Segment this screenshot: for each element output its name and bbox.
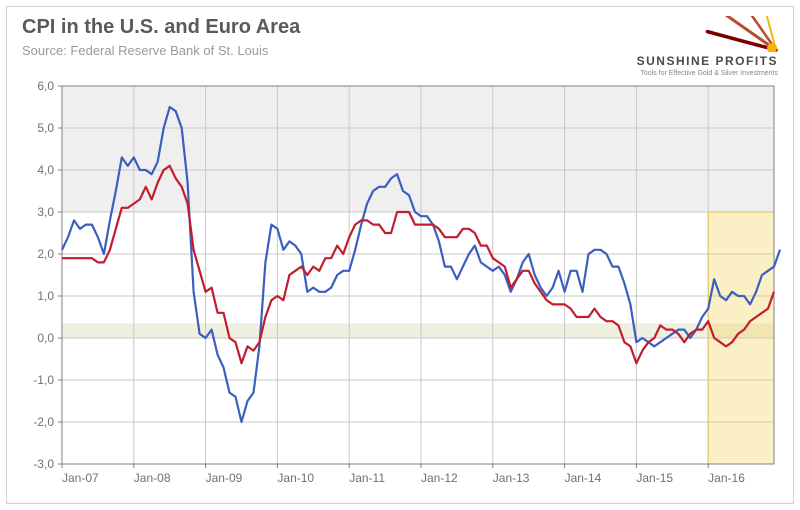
logo: SUNSHINE PROFITS Tools for Effective Gol… (637, 16, 778, 77)
svg-text:Jan-15: Jan-15 (636, 471, 673, 485)
svg-text:Jan-10: Jan-10 (277, 471, 314, 485)
logo-text: SUNSHINE PROFITS (637, 54, 778, 68)
logo-tagline: Tools for Effective Gold & Silver Invest… (640, 70, 778, 77)
chart-area: -3,0 -2,0 -1,0 0,0 1,0 2,0 3,0 4,0 5,0 6,0 Jan-07 J… (18, 80, 782, 492)
svg-text:-3,0: -3,0 (33, 457, 54, 471)
svg-text:Jan-08: Jan-08 (134, 471, 171, 485)
svg-text:2,0: 2,0 (37, 247, 54, 261)
chart-title: CPI in the U.S. and Euro Area (22, 16, 300, 39)
svg-text:-1,0: -1,0 (33, 373, 54, 387)
title-block: CPI in the U.S. and Euro Area Source: Fe… (22, 16, 300, 58)
svg-text:6,0: 6,0 (37, 80, 54, 93)
svg-text:4,0: 4,0 (37, 163, 54, 177)
sun-rays-icon (668, 16, 778, 52)
svg-text:Jan-14: Jan-14 (565, 471, 602, 485)
svg-text:Jan-13: Jan-13 (493, 471, 530, 485)
svg-text:1,0: 1,0 (37, 289, 54, 303)
svg-text:Jan-09: Jan-09 (206, 471, 243, 485)
chart-container: CPI in the U.S. and Euro Area Source: Fe… (0, 0, 800, 510)
svg-text:5,0: 5,0 (37, 121, 54, 135)
svg-text:Jan-12: Jan-12 (421, 471, 458, 485)
svg-text:3,0: 3,0 (37, 205, 54, 219)
line-chart: -3,0 -2,0 -1,0 0,0 1,0 2,0 3,0 4,0 5,0 6,0 Jan-07 J… (18, 80, 782, 492)
svg-text:0,0: 0,0 (37, 331, 54, 345)
svg-text:Jan-16: Jan-16 (708, 471, 745, 485)
header: CPI in the U.S. and Euro Area Source: Fe… (14, 12, 786, 77)
svg-text:Jan-07: Jan-07 (62, 471, 99, 485)
svg-text:-2,0: -2,0 (33, 415, 54, 429)
svg-text:Jan-11: Jan-11 (349, 471, 385, 485)
chart-source: Source: Federal Reserve Bank of St. Loui… (22, 43, 300, 58)
